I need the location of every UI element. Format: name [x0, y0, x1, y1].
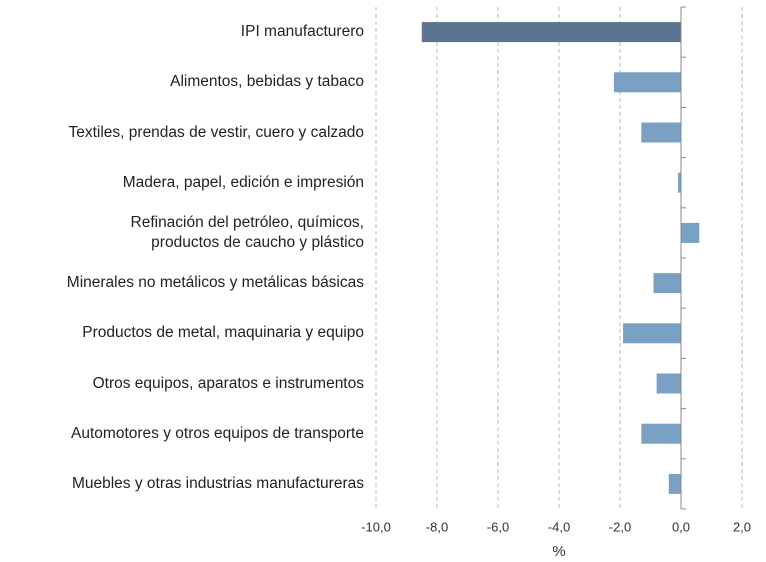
x-tick-label: -6,0 — [487, 519, 509, 534]
y-tick-label: Automotores y otros equipos de transport… — [71, 424, 364, 442]
bar — [656, 373, 681, 394]
bar — [641, 423, 681, 444]
y-tick-label: Productos de metal, maquinaria y equipo — [82, 324, 364, 342]
bar — [677, 172, 681, 193]
y-tick-label: Madera, papel, edición e impresión — [122, 173, 364, 191]
y-tick-label: Minerales no metálicos y metálicas básic… — [66, 274, 364, 292]
bar — [668, 473, 681, 494]
y-tick-label: IPI manufacturero — [240, 23, 364, 41]
x-tick-label: -10,0 — [361, 519, 391, 534]
y-tick-label: Otros equipos, aparatos e instrumentos — [92, 374, 364, 392]
y-tick-label: Alimentos, bebidas y tabaco — [170, 73, 364, 91]
bar — [641, 122, 681, 143]
x-tick-label: -8,0 — [426, 519, 448, 534]
bar — [681, 222, 700, 243]
bar — [421, 22, 681, 43]
y-tick-label: Refinación del petróleo, químicos, produ… — [130, 213, 365, 251]
x-tick-label: -2,0 — [609, 519, 631, 534]
bar — [623, 323, 681, 344]
x-tick-label: 0,0 — [672, 519, 690, 534]
x-tick-label: 2,0 — [733, 519, 751, 534]
y-tick-label: Muebles y otras industrias manufacturera… — [71, 474, 364, 492]
bar — [613, 72, 681, 93]
y-tick-label: Textiles, prendas de vestir, cuero y cal… — [68, 123, 364, 141]
bar — [653, 273, 681, 294]
x-axis-label: % — [552, 543, 565, 560]
x-tick-label: -4,0 — [548, 519, 570, 534]
